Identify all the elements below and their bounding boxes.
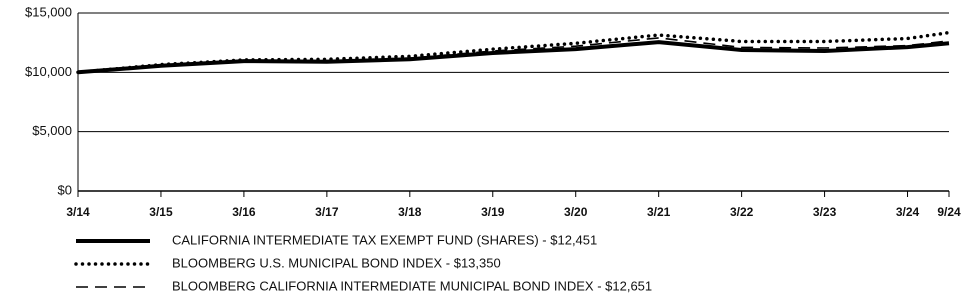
legend-label: CALIFORNIA INTERMEDIATE TAX EXEMPT FUND … bbox=[172, 232, 597, 247]
legend-label: BLOOMBERG U.S. MUNICIPAL BOND INDEX - $1… bbox=[172, 255, 501, 270]
x-tick-label: 3/22 bbox=[730, 205, 754, 219]
x-tick-label: 3/19 bbox=[481, 205, 505, 219]
y-tick-label: $5,000 bbox=[32, 123, 72, 138]
x-tick-label: 3/23 bbox=[813, 205, 837, 219]
x-tick-label: 3/17 bbox=[315, 205, 339, 219]
y-tick-label: $15,000 bbox=[25, 4, 72, 19]
y-tick-label: $10,000 bbox=[25, 64, 72, 79]
legend-label: BLOOMBERG CALIFORNIA INTERMEDIATE MUNICI… bbox=[172, 278, 652, 293]
x-tick-label: 3/24 bbox=[896, 205, 920, 219]
series-line bbox=[76, 30, 951, 75]
series-line bbox=[77, 40, 950, 75]
x-tick-label: 9/24 bbox=[937, 205, 961, 219]
x-tick-label: 3/14 bbox=[66, 205, 90, 219]
y-tick-label: $0 bbox=[58, 182, 72, 197]
x-tick-label: 3/21 bbox=[647, 205, 671, 219]
x-tick-label: 3/15 bbox=[149, 205, 173, 219]
series-line bbox=[77, 37, 950, 74]
x-tick-label: 3/18 bbox=[398, 205, 422, 219]
x-tick-label: 3/20 bbox=[564, 205, 588, 219]
x-tick-label: 3/16 bbox=[232, 205, 256, 219]
